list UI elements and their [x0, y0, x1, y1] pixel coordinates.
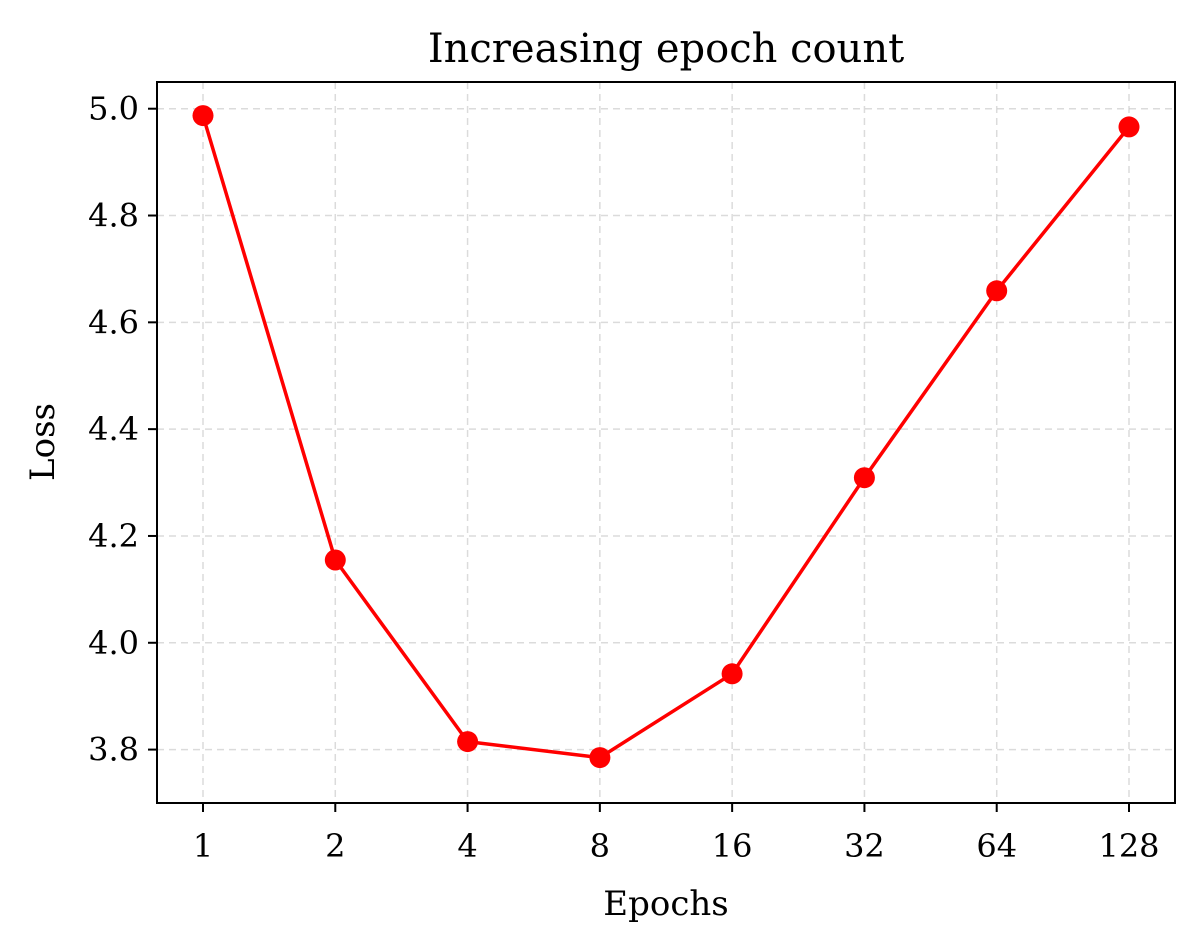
x-tick-label: 64 — [976, 827, 1017, 865]
y-tick-label: 3.8 — [88, 731, 139, 769]
y-tick-label: 4.4 — [88, 410, 139, 448]
data-point — [1118, 116, 1140, 138]
series-point-group — [192, 105, 1140, 769]
data-point — [324, 549, 346, 571]
y-tick-label: 4.6 — [88, 303, 139, 341]
y-axis-title: Loss — [23, 403, 63, 481]
x-tick-label: 2 — [325, 827, 345, 865]
data-point — [853, 467, 875, 489]
chart-title: Increasing epoch count — [428, 26, 904, 72]
data-point — [192, 105, 214, 127]
plot-frame — [156, 81, 1176, 804]
x-tick-label: 1 — [193, 827, 213, 865]
y-tick-label: 5.0 — [88, 90, 139, 128]
data-point — [721, 663, 743, 685]
x-tick-label: 8 — [590, 827, 610, 865]
x-axis-title: Epochs — [603, 884, 728, 924]
y-tick-label: 4.2 — [88, 517, 139, 555]
data-point — [986, 280, 1008, 302]
x-tick-label: 32 — [844, 827, 885, 865]
x-tick-label: 16 — [712, 827, 753, 865]
y-axis-ticks: 3.8 4.0 4.2 4.4 4.6 4.8 5.0 — [88, 90, 157, 769]
x-tick-label: 4 — [457, 827, 477, 865]
series-line — [201, 113, 1131, 760]
x-axis-ticks: 1 2 4 8 16 32 64 128 — [193, 803, 1160, 865]
y-tick-label: 4.0 — [88, 624, 139, 662]
data-point — [589, 747, 611, 769]
series-line-group — [201, 113, 1131, 760]
x-tick-label: 128 — [1098, 827, 1159, 865]
y-tick-label: 4.8 — [88, 197, 139, 235]
data-point — [457, 731, 479, 753]
